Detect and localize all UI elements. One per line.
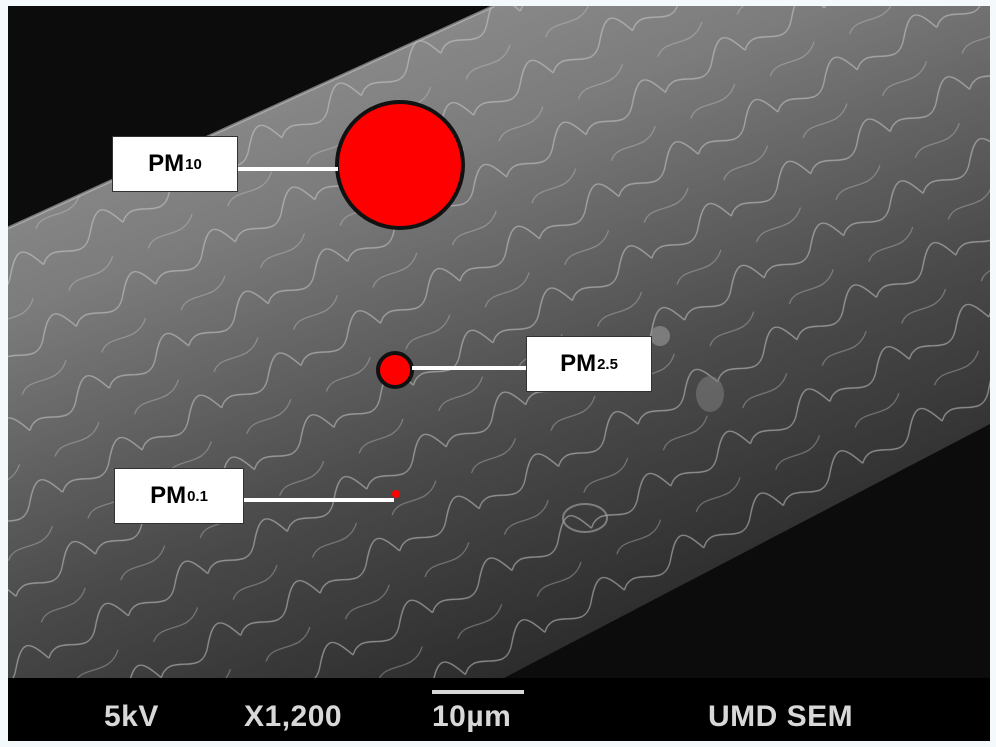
voltage-text: 5kV — [104, 700, 159, 733]
pm10-label: PM 10 — [112, 136, 238, 192]
pm01-label-sub: 0.1 — [187, 487, 208, 505]
pm10-label-base: PM — [148, 150, 185, 177]
pm25-particle — [376, 351, 414, 389]
hair-fiber-image — [8, 6, 990, 678]
scale-bar — [432, 690, 524, 694]
pm10-leader-line — [234, 167, 338, 171]
pm10-particle — [335, 100, 465, 230]
sem-micrograph: PM 10 PM 2.5 PM 0.1 5kV X1,200 10µm UMD SEM — [8, 6, 990, 741]
magnification-text: X1,200 — [244, 700, 343, 733]
sem-info-bar: 5kV X1,200 10µm UMD SEM — [8, 678, 990, 741]
pm01-particle — [392, 490, 400, 498]
pm01-label-base: PM — [150, 482, 187, 509]
pm25-label-base: PM — [560, 350, 597, 377]
pm10-label-sub: 10 — [185, 155, 202, 173]
scale-text: 10µm — [432, 700, 512, 733]
pm25-leader-line — [412, 366, 526, 370]
pm25-label: PM 2.5 — [526, 336, 652, 392]
pm01-leader-line — [242, 498, 394, 502]
pm25-label-sub: 2.5 — [597, 355, 618, 373]
pm01-label: PM 0.1 — [114, 468, 244, 524]
facility-text: UMD SEM — [708, 700, 854, 733]
